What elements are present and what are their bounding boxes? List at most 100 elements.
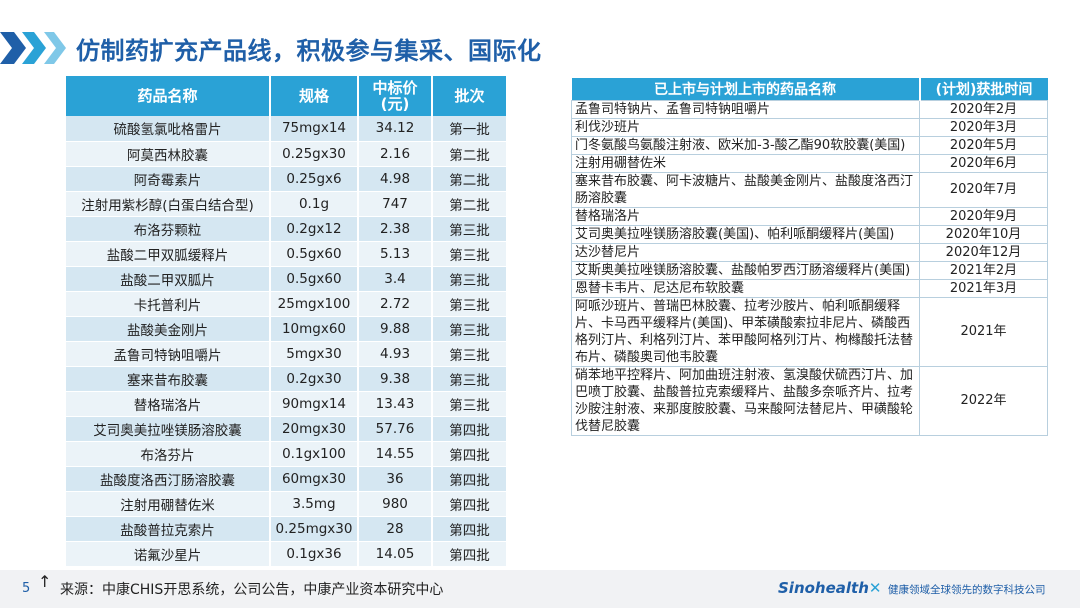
approval-time-cell: 2020年7月: [919, 171, 1048, 208]
approval-time-cell: 2021年: [919, 296, 1048, 367]
title-chevron-icon: [0, 32, 66, 64]
batch-cell: 第二批: [432, 166, 506, 192]
table-row: 硫酸氢氯吡格雷片 75mgx14 34.12 第一批: [66, 116, 506, 142]
batch-cell: 第四批: [432, 416, 506, 442]
drug-name-cell: 盐酸度洛西汀肠溶胶囊: [66, 466, 271, 492]
batch-cell: 第四批: [432, 516, 506, 542]
company-slogan: 健康领域全球领先的数字科技公司: [888, 584, 1046, 596]
batch-cell: 第三批: [432, 266, 506, 292]
table-row: 盐酸美金刚片 10mgx60 9.88 第三批: [66, 316, 506, 342]
page-number: 5: [22, 581, 31, 596]
approval-time-cell: 2020年9月: [919, 206, 1048, 226]
batch-cell: 第三批: [432, 341, 506, 367]
batch-cell: 第四批: [432, 466, 506, 492]
col-header-drug-name: 药品名称: [66, 76, 271, 116]
drug-list-cell: 注射用硼替佐米: [571, 153, 920, 173]
spec-cell: 90mgx14: [270, 391, 359, 417]
drug-name-cell: 孟鲁司特钠咀嚼片: [66, 341, 271, 367]
batch-cell: 第二批: [432, 191, 506, 217]
table-row: 阿奇霉素片 0.25gx6 4.98 第二批: [66, 166, 506, 192]
up-arrow-icon: ↑: [38, 572, 52, 591]
table-row: 注射用硼替佐米 3.5mg 980 第四批: [66, 491, 506, 517]
source-note: 来源：中康CHIS开思系统，公司公告，中康产业资本研究中心: [60, 582, 444, 598]
approval-time-cell: 2020年6月: [919, 153, 1048, 173]
table-row: 硝苯地平控释片、阿加曲班注射液、氢溴酸伏硫西汀片、加巴喷丁胶囊、盐酸普拉克索缓释…: [571, 365, 1048, 436]
drug-list-cell: 孟鲁司特钠片、孟鲁司特钠咀嚼片: [571, 99, 920, 119]
drug-name-cell: 阿莫西林胶囊: [66, 141, 271, 167]
price-cell: 34.12: [358, 116, 433, 142]
table-row: 阿莫西林胶囊 0.25gx30 2.16 第二批: [66, 141, 506, 167]
price-cell: 36: [358, 466, 433, 492]
price-cell: 9.38: [358, 366, 433, 392]
table-row: 达沙替尼片 2020年12月: [571, 242, 1048, 262]
drug-name-cell: 注射用硼替佐米: [66, 491, 271, 517]
approval-schedule-table: 已上市与计划上市的药品名称 (计划)获批时间 孟鲁司特钠片、孟鲁司特钠咀嚼片 20…: [571, 78, 1048, 436]
col-header-approval-time: (计划)获批时间: [919, 78, 1048, 100]
drug-list-cell: 硝苯地平控释片、阿加曲班注射液、氢溴酸伏硫西汀片、加巴喷丁胶囊、盐酸普拉克索缓释…: [571, 365, 920, 436]
approval-time-cell: 2021年2月: [919, 260, 1048, 280]
price-cell: 4.98: [358, 166, 433, 192]
spec-cell: 0.5gx60: [270, 241, 359, 267]
spec-cell: 0.5gx60: [270, 266, 359, 292]
approval-time-cell: 2020年2月: [919, 99, 1048, 119]
drug-list-cell: 塞来昔布胶囊、阿卡波糖片、盐酸美金刚片、盐酸度洛西汀肠溶胶囊: [571, 171, 920, 208]
spec-cell: 20mgx30: [270, 416, 359, 442]
sinohealth-logo: Sinohealth✕: [778, 579, 882, 597]
approval-time-cell: 2020年3月: [919, 117, 1048, 137]
drug-list-cell: 恩替卡韦片、尼达尼布软胶囊: [571, 278, 920, 298]
table-row: 盐酸二甲双胍缓释片 0.5gx60 5.13 第三批: [66, 241, 506, 267]
spec-cell: 0.1g: [270, 191, 359, 217]
table-header-row: 药品名称 规格 中标价(元) 批次: [66, 76, 506, 116]
price-cell: 28: [358, 516, 433, 542]
table-row: 诺氟沙星片 0.1gx36 14.05 第四批: [66, 541, 506, 567]
drug-name-cell: 硫酸氢氯吡格雷片: [66, 116, 271, 142]
col-header-price: 中标价(元): [358, 76, 433, 116]
price-cell: 4.93: [358, 341, 433, 367]
batch-cell: 第一批: [432, 116, 506, 142]
table-row: 艾斯奥美拉唑镁肠溶胶囊、盐酸帕罗西汀肠溶缓释片(美国) 2021年2月: [571, 260, 1048, 280]
price-cell: 9.88: [358, 316, 433, 342]
drug-name-cell: 盐酸二甲双胍片: [66, 266, 271, 292]
batch-cell: 第三批: [432, 291, 506, 317]
spec-cell: 0.25gx30: [270, 141, 359, 167]
col-header-drug-list: 已上市与计划上市的药品名称: [571, 78, 921, 100]
batch-cell: 第三批: [432, 216, 506, 242]
col-header-spec: 规格: [270, 76, 359, 116]
batch-cell: 第三批: [432, 366, 506, 392]
drug-name-cell: 卡托普利片: [66, 291, 271, 317]
price-cell: 2.38: [358, 216, 433, 242]
drug-name-cell: 塞来昔布胶囊: [66, 366, 271, 392]
table-row: 艾司奥美拉唑镁肠溶胶囊 20mgx30 57.76 第四批: [66, 416, 506, 442]
batch-cell: 第三批: [432, 241, 506, 267]
spec-cell: 0.2gx30: [270, 366, 359, 392]
table-row: 利伐沙班片 2020年3月: [571, 117, 1048, 137]
approval-time-cell: 2021年3月: [919, 278, 1048, 298]
spec-cell: 75mgx14: [270, 116, 359, 142]
table-row: 艾司奥美拉唑镁肠溶胶囊(美国)、帕利哌酮缓释片(美国) 2020年10月: [571, 224, 1048, 244]
drug-name-cell: 布洛芬片: [66, 441, 271, 467]
drug-name-cell: 盐酸美金刚片: [66, 316, 271, 342]
spec-cell: 0.25gx6: [270, 166, 359, 192]
price-cell: 57.76: [358, 416, 433, 442]
drug-list-cell: 门冬氨酸鸟氨酸注射液、欧米加-3-酸乙酯90软胶囊(美国): [571, 135, 920, 155]
spec-cell: 60mgx30: [270, 466, 359, 492]
table-row: 布洛芬片 0.1gx100 14.55 第四批: [66, 441, 506, 467]
price-cell: 3.4: [358, 266, 433, 292]
bid-winning-drugs-table: 药品名称 规格 中标价(元) 批次 硫酸氢氯吡格雷片 75mgx14 34.12 第一…: [66, 76, 506, 567]
spec-cell: 0.1gx100: [270, 441, 359, 467]
spec-cell: 0.25mgx30: [270, 516, 359, 542]
approval-time-cell: 2020年10月: [919, 224, 1048, 244]
table-row: 布洛芬颗粒 0.2gx12 2.38 第三批: [66, 216, 506, 242]
table-row: 阿哌沙班片、普瑞巴林胶囊、拉考沙胺片、帕利哌酮缓释片、卡马西平缓释片(美国)、甲…: [571, 296, 1048, 367]
batch-cell: 第四批: [432, 441, 506, 467]
price-cell: 2.72: [358, 291, 433, 317]
table-row: 盐酸度洛西汀肠溶胶囊 60mgx30 36 第四批: [66, 466, 506, 492]
drug-name-cell: 盐酸普拉克索片: [66, 516, 271, 542]
drug-list-cell: 阿哌沙班片、普瑞巴林胶囊、拉考沙胺片、帕利哌酮缓释片、卡马西平缓释片(美国)、甲…: [571, 296, 920, 367]
drug-name-cell: 注射用紫杉醇(白蛋白结合型): [66, 191, 271, 217]
table-row: 孟鲁司特钠咀嚼片 5mgx30 4.93 第三批: [66, 341, 506, 367]
drug-name-cell: 布洛芬颗粒: [66, 216, 271, 242]
price-cell: 980: [358, 491, 433, 517]
table-row: 塞来昔布胶囊、阿卡波糖片、盐酸美金刚片、盐酸度洛西汀肠溶胶囊 2020年7月: [571, 171, 1048, 208]
drug-name-cell: 艾司奥美拉唑镁肠溶胶囊: [66, 416, 271, 442]
